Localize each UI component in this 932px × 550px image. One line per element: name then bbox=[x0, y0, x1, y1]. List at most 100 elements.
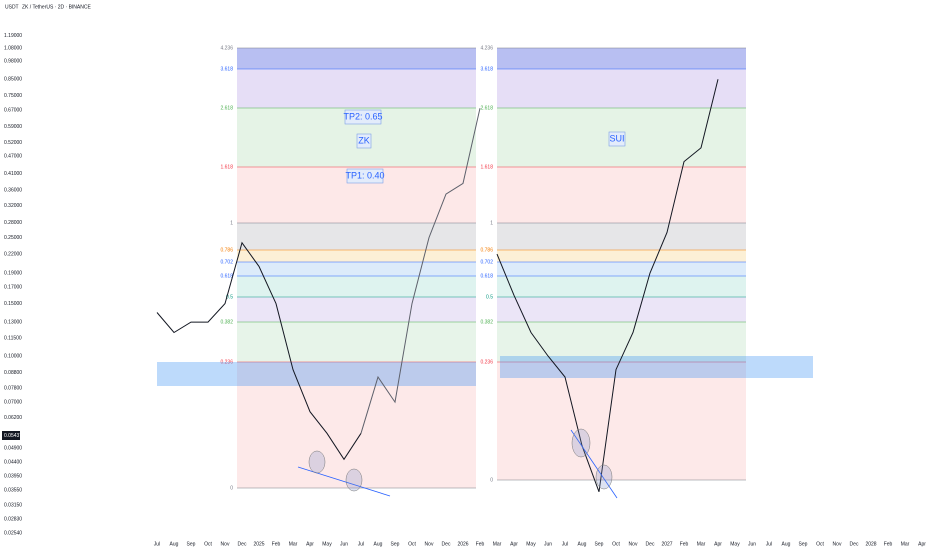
x-tick-label: Jul bbox=[562, 541, 568, 547]
y-tick-label: 0.03150 bbox=[4, 503, 22, 509]
fib-label: 0.618 bbox=[480, 273, 493, 279]
fib-label: 0.236 bbox=[480, 359, 493, 365]
marker bbox=[345, 468, 363, 492]
fib-label: 0.618 bbox=[220, 273, 233, 279]
y-tick-label: 0.08800 bbox=[4, 370, 22, 376]
fib-zone bbox=[237, 262, 476, 276]
x-tick-label: May bbox=[526, 541, 536, 547]
x-tick-label: Mar bbox=[289, 541, 298, 547]
x-tick-label: Feb bbox=[272, 541, 281, 547]
fib-label: 0.786 bbox=[480, 247, 493, 253]
price-line bbox=[360, 108, 481, 434]
x-tick-label: 2025 bbox=[253, 541, 264, 547]
x-tick-label: Dec bbox=[646, 541, 655, 547]
x-tick-label: Jun bbox=[340, 541, 348, 547]
x-tick-label: Mar bbox=[901, 541, 910, 547]
x-tick-label: Feb bbox=[884, 541, 893, 547]
x-tick-label: Oct bbox=[408, 541, 416, 547]
x-tick-label: Aug bbox=[170, 541, 179, 547]
y-tick-label: 0.28000 bbox=[4, 220, 22, 226]
y-tick-label: 0.04400 bbox=[4, 459, 22, 465]
x-tick-label: 2026 bbox=[457, 541, 468, 547]
annotation: TP2: 0.65 bbox=[343, 111, 382, 121]
fib-label: 0.5 bbox=[486, 294, 493, 300]
fib-zone bbox=[497, 362, 746, 480]
y-tick-label: 0.07000 bbox=[4, 399, 22, 405]
fib-zone bbox=[497, 223, 746, 250]
annotation: TP1: 0.40 bbox=[345, 170, 384, 180]
price-line bbox=[156, 241, 362, 461]
price-line bbox=[496, 79, 719, 492]
y-tick-label: 0.04900 bbox=[4, 446, 22, 452]
x-tick-label: Apr bbox=[306, 541, 314, 547]
plot bbox=[156, 79, 719, 492]
annotation: SUI bbox=[609, 133, 624, 143]
y-tick-label: 0.15000 bbox=[4, 301, 22, 307]
y-tick-label: 0.25000 bbox=[4, 235, 22, 241]
x-tick-label: Jul bbox=[154, 541, 160, 547]
x-tick-label: Dec bbox=[442, 541, 451, 547]
y-tick-label: 1.08000 bbox=[4, 46, 22, 52]
x-tick-label: Dec bbox=[850, 541, 859, 547]
fib-zone bbox=[237, 276, 476, 297]
trend-line bbox=[570, 429, 618, 499]
y-tick-label: 0.32000 bbox=[4, 203, 22, 209]
fib-label: 1 bbox=[490, 220, 493, 226]
fib-zone bbox=[497, 276, 746, 297]
fib-label: 0.382 bbox=[480, 319, 493, 325]
fib-zone bbox=[237, 48, 476, 69]
y-tick-label: 0.52000 bbox=[4, 140, 22, 146]
price-tag bbox=[2, 431, 20, 440]
fib-label: 1.618 bbox=[480, 164, 493, 170]
x-tick-label: May bbox=[322, 541, 332, 547]
fib-zone bbox=[497, 322, 746, 362]
y-tick-label: 0.07800 bbox=[4, 385, 22, 391]
fib-label: 4.236 bbox=[220, 45, 233, 51]
x-tick-label: Apr bbox=[714, 541, 722, 547]
x-tick-label: Aug bbox=[374, 541, 383, 547]
fib-zone bbox=[237, 69, 476, 108]
y-tick-label: 0.03550 bbox=[4, 487, 22, 493]
y-tick-label: 0.17000 bbox=[4, 285, 22, 291]
y-tick-label: 0.22000 bbox=[4, 251, 22, 257]
fib-label: 0 bbox=[490, 477, 493, 483]
y-tick-label: 0.67000 bbox=[4, 107, 22, 113]
fib-label: 2.618 bbox=[220, 105, 233, 111]
marker bbox=[571, 428, 591, 458]
y-tick-label: 0.11500 bbox=[4, 335, 22, 341]
y-tick-label: 0.13000 bbox=[4, 319, 22, 325]
y-tick-label: 0.98000 bbox=[4, 58, 22, 64]
y-tick-label: 0.10000 bbox=[4, 353, 22, 359]
x-tick-label: Apr bbox=[510, 541, 518, 547]
fib-label: 3.618 bbox=[480, 66, 493, 72]
x-tick-label: Feb bbox=[680, 541, 689, 547]
y-tick-label: 1.19000 bbox=[4, 33, 22, 39]
fib-label: 0.702 bbox=[480, 259, 493, 265]
fib-zone bbox=[497, 167, 746, 223]
y-tick-label: 0.75000 bbox=[4, 93, 22, 99]
x-tick-label: Mar bbox=[493, 541, 502, 547]
annotation-box bbox=[356, 133, 372, 149]
x-tick-label: Jul bbox=[766, 541, 772, 547]
fib-label: 0.382 bbox=[220, 319, 233, 325]
annotation-box bbox=[608, 131, 626, 147]
marker bbox=[308, 450, 326, 474]
fib-label: 2.618 bbox=[480, 105, 493, 111]
fib-zone bbox=[237, 362, 476, 488]
currency: USDT bbox=[5, 4, 19, 10]
y-tick-label: 0.02830 bbox=[4, 517, 22, 523]
y-tick-label: 0.06200 bbox=[4, 415, 22, 421]
fib-label: 3.618 bbox=[220, 66, 233, 72]
fib-zone bbox=[237, 297, 476, 322]
x-tick-label: Feb bbox=[476, 541, 485, 547]
y-tick-label: 0.02540 bbox=[4, 531, 22, 537]
symbol: ZK / TetherUS · 2D · BINANCE bbox=[22, 4, 91, 10]
fib-zone bbox=[497, 297, 746, 322]
y-tick-label: 0.03950 bbox=[4, 473, 22, 479]
y-tick-label: 0.85000 bbox=[4, 77, 22, 83]
x-tick-label: Jul bbox=[358, 541, 364, 547]
x-tick-label: Oct bbox=[816, 541, 824, 547]
fib-label: 1 bbox=[230, 220, 233, 226]
x-tick-label: Aug bbox=[782, 541, 791, 547]
